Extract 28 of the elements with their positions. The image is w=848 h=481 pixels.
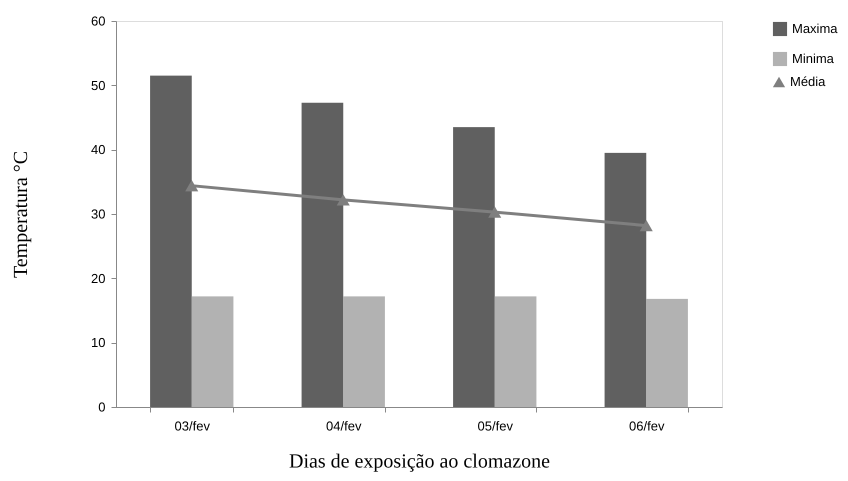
point [640,220,653,232]
point [185,180,198,192]
y-tick-label: 20 [91,270,106,286]
bar [453,127,495,407]
bar [604,152,646,407]
y-axis-title: Temperatura °C [10,150,32,278]
x-tick-label: 03/fev [174,418,210,434]
x-tick-label: 06/fev [629,418,665,434]
y-tick-label: 60 [91,14,106,28]
y-tick-label: 40 [91,142,106,158]
bar [302,102,344,407]
bar [150,76,192,407]
y-tick-label: 10 [91,335,106,350]
x-tick-label: 04/fev [326,418,362,434]
bar [192,296,234,407]
y-tick-label: 50 [91,78,106,93]
x-tick-label: 05/fev [478,418,514,434]
legend-label: Maxima [792,21,838,36]
y-tick-label: 0 [98,400,106,414]
bar [343,296,385,407]
legend-label: Média [790,74,826,89]
legend-label: Minima [792,51,835,66]
y-tick-label: 30 [91,206,106,222]
x-axis-title: Dias de exposição ao clomazone [288,450,550,472]
point [336,194,350,206]
bar [646,298,688,407]
bar [494,296,536,407]
point [488,206,502,218]
